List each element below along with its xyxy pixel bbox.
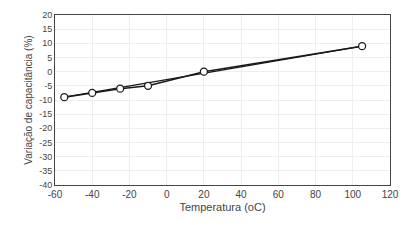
svg-text:20: 20 (42, 10, 52, 20)
svg-text:0: 0 (164, 189, 170, 200)
svg-text:-35: -35 (39, 166, 52, 176)
svg-text:-30: -30 (39, 152, 52, 162)
svg-text:80: 80 (310, 189, 322, 200)
svg-text:-20: -20 (122, 189, 137, 200)
svg-text:-40: -40 (85, 189, 100, 200)
svg-text:5: 5 (47, 53, 52, 63)
svg-text:-15: -15 (39, 109, 52, 119)
svg-text:120: 120 (382, 189, 399, 200)
svg-text:-40: -40 (39, 180, 52, 190)
svg-text:100: 100 (344, 189, 361, 200)
svg-text:0: 0 (47, 67, 52, 77)
svg-text:-20: -20 (39, 123, 52, 133)
svg-text:15: 15 (42, 24, 52, 34)
svg-text:Variação de capacitância (%): Variação de capacitância (%) (23, 35, 34, 164)
svg-text:-5: -5 (44, 81, 52, 91)
svg-text:Temperatura (oC): Temperatura (oC) (179, 201, 265, 213)
svg-text:-10: -10 (39, 95, 52, 105)
svg-text:40: 40 (236, 189, 248, 200)
svg-text:60: 60 (273, 189, 285, 200)
svg-text:-25: -25 (39, 138, 52, 148)
svg-text:10: 10 (42, 38, 52, 48)
svg-text:20: 20 (198, 189, 210, 200)
svg-text:-60: -60 (48, 189, 63, 200)
